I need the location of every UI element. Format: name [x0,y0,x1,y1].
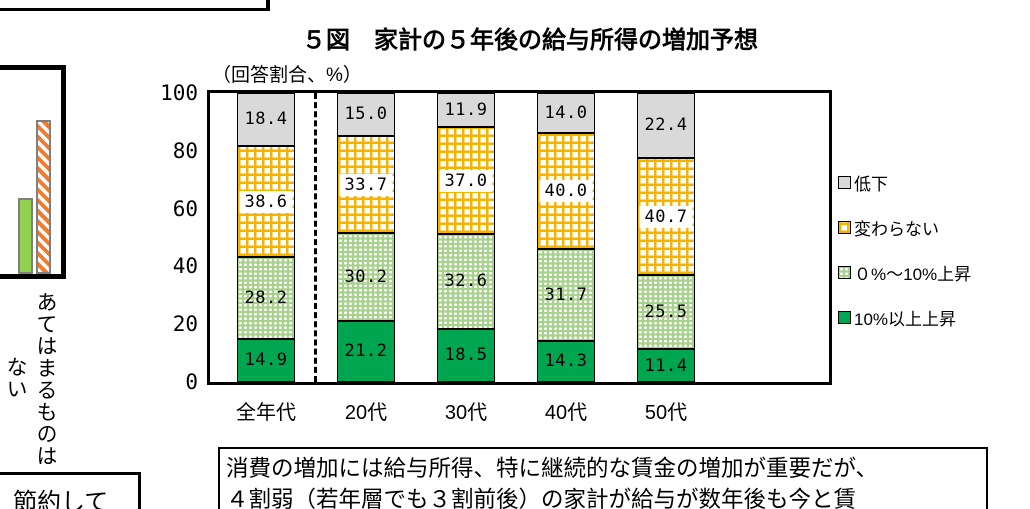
y-axis-tick-label: 80 [172,138,198,163]
bar-segment: 25.5 [637,275,695,350]
bar-segment: 18.5 [437,328,495,382]
bottom-left-text: 、節約して [0,489,109,509]
legend-item: 変わらない [838,215,971,239]
y-axis-tick-label: 100 [160,81,198,105]
value-label: 18.4 [244,109,288,130]
bar-segment: 30.2 [337,233,395,321]
left-chart-box [0,65,66,279]
bar-segment: 38.6 [237,145,295,258]
bar-segment: 14.3 [537,340,595,382]
legend-item: 10%以上上昇 [838,305,971,329]
bar-segment: 28.2 [237,257,295,339]
plot-area: 14.9 28.2 38.6 18.4 21.2 30.2 33.7 15.0 18.5 32.6… [207,90,832,385]
bar-segment: 31.7 [537,249,595,341]
left-axis-label: あてはまるものは [34,291,57,467]
value-label: 33.7 [339,173,393,196]
value-label: 11.9 [444,100,488,121]
value-label: 37.0 [439,169,493,192]
value-label: 18.5 [444,345,488,366]
legend-label: 10%以上上昇 [854,309,957,329]
x-axis-label: 20代 [344,402,388,424]
value-label: 14.9 [244,350,288,371]
caption-line: 消費の増加には給与所得、特に継続的な賃金の増加が重要だが、 [226,456,879,481]
value-label: 31.7 [544,284,588,305]
value-label: 25.5 [644,302,688,323]
value-label: 30.2 [344,267,388,288]
x-axis-label: 全年代 [236,402,296,424]
legend-item: 低下 [838,170,971,194]
legend-marker [838,310,851,324]
legend-marker [838,175,851,189]
value-label: 15.0 [344,104,388,125]
bar-segment: 33.7 [337,136,395,234]
left-chart-striped-bar [36,120,51,274]
bar-segment: 40.7 [637,157,695,276]
value-label: 14.3 [544,351,588,372]
legend-label: ０%～10%上昇 [854,264,972,284]
bar-segment: 11.9 [437,93,495,128]
unit-label: （回答割合、%） [212,65,362,86]
bar-segment: 37.0 [437,127,495,235]
bar-segment: 22.4 [637,93,695,158]
bar-segment: 21.2 [337,320,395,382]
y-axis-tick-label: 0 [185,370,198,394]
legend: 低下変わらない ０%～10%上昇 10%以上上昇 [838,170,971,350]
caption-box: 消費の増加には給与所得、特に継続的な賃金の増加が重要だが、 ４割弱（若年層でも３… [218,447,988,509]
left-axis-label-wrap: ない [4,356,27,400]
x-axis-label: 50代 [644,402,688,424]
legend-marker [838,220,851,234]
y-axis-tick-label: 20 [172,312,198,337]
value-label: 32.6 [444,271,488,292]
bar-segment: 14.0 [537,93,595,134]
value-label: 11.4 [644,355,688,376]
bar-segment: 11.4 [637,349,695,382]
bar-segment: 32.6 [437,234,495,329]
bar-segment: 40.0 [537,133,595,250]
figure-title: ５図 家計の５年後の給与所得の増加予想 [302,27,758,54]
bar-segment: 15.0 [337,92,395,137]
value-label: 38.6 [239,190,293,213]
value-label: 40.0 [539,180,593,203]
cropped-box-corner [0,0,270,11]
value-label: 28.2 [244,288,288,309]
bar-segment: 18.4 [237,92,295,146]
separator-dashed-line [314,93,317,382]
bar-segment: 14.9 [237,338,295,382]
bottom-left-textbox: 、節約して [0,472,141,509]
caption-line: ４割弱（若年層でも３割前後）の家計が給与が数年後も今と賃 [226,487,857,509]
value-label: 21.2 [344,341,388,362]
value-label: 14.0 [544,103,588,124]
y-axis-tick-label: 40 [172,254,198,279]
legend-label: 低下 [854,174,888,194]
left-chart-green-bar [18,198,33,274]
legend-item: ０%～10%上昇 [838,260,971,284]
y-axis-tick-label: 60 [172,196,198,221]
x-axis-label: 40代 [544,402,588,424]
legend-label: 変わらない [854,219,939,239]
value-label: 22.4 [644,115,688,136]
legend-marker [838,265,851,279]
x-axis-label: 30代 [444,402,488,424]
value-label: 40.7 [639,205,693,228]
